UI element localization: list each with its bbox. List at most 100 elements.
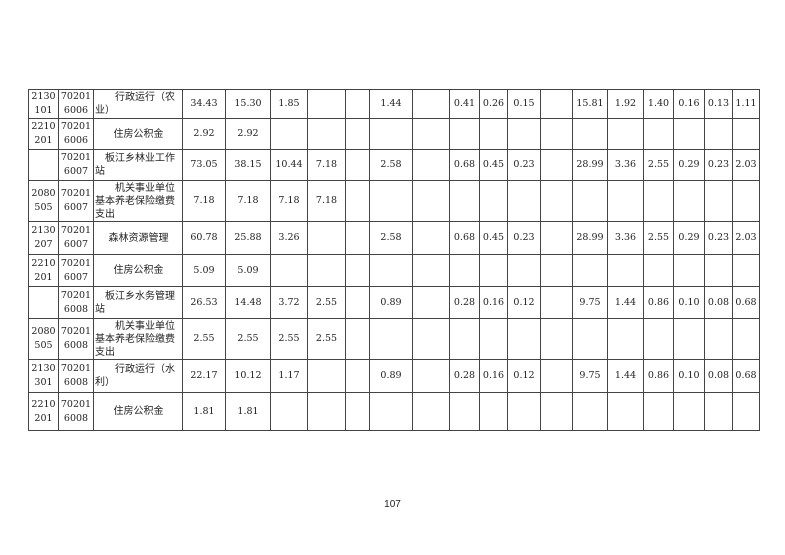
table-row: 2210201 702016008 住房公积金 1.81 1.81 (28, 392, 760, 431)
amount-cell: 2.55 (643, 149, 674, 181)
amount-cell: 2.55 (182, 318, 226, 360)
amount-cell (673, 318, 705, 360)
amount-cell (345, 254, 370, 287)
amount-cell: 28.99 (572, 149, 608, 181)
amount-cell: 10.12 (225, 359, 271, 393)
amount-cell (673, 180, 705, 222)
amount-cell (607, 318, 644, 360)
amount-cell (479, 180, 508, 222)
amount-cell: 2.55 (270, 318, 308, 360)
amount-cell: 2.55 (225, 318, 271, 360)
amount-cell (732, 118, 760, 150)
amount-cell: 1.85 (270, 89, 308, 119)
amount-cell (540, 392, 573, 431)
amount-cell: 0.68 (732, 359, 760, 393)
amount-cell: 9.75 (572, 359, 608, 393)
amount-cell (572, 392, 608, 431)
amount-cell (540, 318, 573, 360)
amount-cell (704, 392, 733, 431)
amount-cell: 0.13 (704, 89, 733, 119)
function-code-cell: 2130301 (28, 359, 59, 393)
table-row: 2210201 702016007 住房公积金 5.09 5.09 (28, 254, 760, 287)
amount-cell: 0.28 (449, 359, 480, 393)
amount-cell: 5.09 (225, 254, 271, 287)
amount-cell: 10.44 (270, 149, 308, 181)
amount-cell (732, 180, 760, 222)
amount-cell (307, 359, 346, 393)
amount-cell: 38.15 (225, 149, 271, 181)
amount-cell (345, 118, 370, 150)
economic-code-cell: 702016007 (58, 149, 94, 181)
item-name-cell: 行政运行（水利） (93, 359, 183, 393)
economic-code-cell: 702016007 (58, 221, 94, 255)
function-code-cell (28, 149, 59, 181)
amount-cell (449, 118, 480, 150)
amount-cell (479, 318, 508, 360)
amount-cell (369, 254, 413, 287)
item-name-cell: 行政运行（农业） (93, 89, 183, 119)
amount-cell: 2.55 (307, 286, 346, 319)
amount-cell (479, 254, 508, 287)
amount-cell (572, 254, 608, 287)
amount-cell: 0.16 (479, 359, 508, 393)
function-code-cell: 2210201 (28, 118, 59, 150)
amount-cell (345, 286, 370, 319)
economic-code-cell: 702016006 (58, 89, 94, 119)
amount-cell: 7.18 (270, 180, 308, 222)
amount-cell (732, 318, 760, 360)
page-number: 107 (384, 499, 401, 510)
amount-cell (643, 180, 674, 222)
amount-cell: 5.09 (182, 254, 226, 287)
amount-cell (572, 118, 608, 150)
amount-cell: 1.44 (607, 359, 644, 393)
amount-cell (507, 392, 541, 431)
amount-cell (449, 392, 480, 431)
amount-cell: 0.16 (673, 89, 705, 119)
amount-cell (345, 89, 370, 119)
amount-cell: 2.03 (732, 149, 760, 181)
amount-cell: 60.78 (182, 221, 226, 255)
economic-code-cell: 702016007 (58, 254, 94, 287)
amount-cell: 0.16 (479, 286, 508, 319)
item-name-cell: 机关事业单位基本养老保险缴费支出 (93, 180, 183, 222)
item-name-cell: 机关事业单位基本养老保险缴费支出 (93, 318, 183, 360)
amount-cell: 0.68 (449, 149, 480, 181)
amount-cell: 1.81 (225, 392, 271, 431)
function-code-cell: 2080505 (28, 318, 59, 360)
amount-cell (673, 118, 705, 150)
amount-cell: 25.88 (225, 221, 271, 255)
amount-cell (607, 118, 644, 150)
amount-cell: 3.36 (607, 221, 644, 255)
amount-cell: 2.92 (182, 118, 226, 150)
amount-cell: 14.48 (225, 286, 271, 319)
function-code-cell: 2130101 (28, 89, 59, 119)
amount-cell (307, 118, 346, 150)
amount-cell: 0.23 (704, 221, 733, 255)
amount-cell (412, 118, 450, 150)
amount-cell (412, 254, 450, 287)
amount-cell: 0.41 (449, 89, 480, 119)
amount-cell (307, 89, 346, 119)
amount-cell: 1.40 (643, 89, 674, 119)
amount-cell: 0.89 (369, 359, 413, 393)
amount-cell: 1.81 (182, 392, 226, 431)
function-code-cell: 2210201 (28, 254, 59, 287)
amount-cell (345, 359, 370, 393)
amount-cell (412, 221, 450, 255)
item-name-cell: 住房公积金 (93, 392, 183, 431)
item-name-cell: 板江乡水务管理站 (93, 286, 183, 319)
amount-cell (449, 318, 480, 360)
amount-cell: 0.26 (479, 89, 508, 119)
amount-cell: 7.18 (307, 180, 346, 222)
amount-cell (643, 392, 674, 431)
amount-cell: 0.23 (507, 221, 541, 255)
amount-cell: 0.68 (449, 221, 480, 255)
amount-cell (572, 318, 608, 360)
amount-cell (345, 180, 370, 222)
amount-cell (507, 118, 541, 150)
amount-cell (270, 392, 308, 431)
amount-cell: 0.28 (449, 286, 480, 319)
amount-cell (345, 149, 370, 181)
economic-code-cell: 702016006 (58, 118, 94, 150)
amount-cell: 0.15 (507, 89, 541, 119)
